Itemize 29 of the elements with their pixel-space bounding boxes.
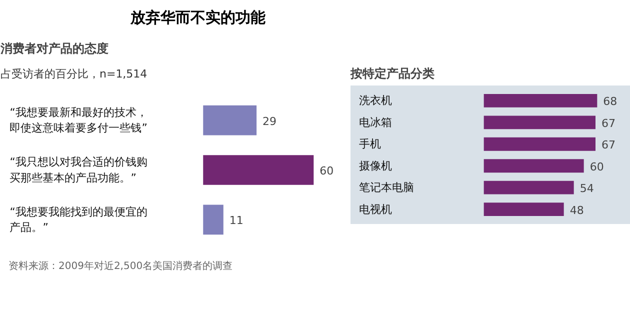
text: 放弃华而不实的功能 [130, 8, 266, 26]
data-label: 67 [602, 116, 616, 130]
bar [484, 159, 584, 173]
y-tick-label: 电冰箱 [358, 116, 392, 129]
data-label: 60 [320, 164, 334, 178]
text: 消费者对产品的态度 [0, 42, 108, 56]
y-tick-label: 手机 [358, 138, 381, 151]
bar [484, 137, 596, 151]
y-tick-label: 电视机 [358, 202, 392, 216]
y-tick-label: 笔记本电脑 [358, 181, 414, 194]
data-label: 48 [570, 204, 584, 217]
y-tick-label: “我想要我能找到的最便宜的产品。” [10, 205, 148, 234]
bar [484, 180, 574, 194]
y-tick-label: “我想要最新和最好的技术，即使这意味着要多付一些钱” [10, 106, 148, 135]
data-label: 29 [262, 114, 277, 128]
data-label: 11 [229, 214, 244, 228]
bar [484, 116, 596, 130]
bar [484, 94, 598, 108]
text: 资料来源：2009年对近2,500名美国消费者的调查 [8, 260, 233, 272]
bar [484, 202, 564, 216]
text: 占受访者的百分比，n=1,514 [0, 68, 148, 80]
y-tick-label: 摄像机 [358, 159, 392, 172]
chart-title: 按特定产品分类 [350, 66, 434, 80]
data-label: 60 [590, 160, 604, 174]
y-tick-label: 洗衣机 [358, 94, 392, 108]
data-label: 68 [603, 95, 618, 108]
data-label: 54 [580, 182, 594, 196]
y-tick-label: “我只想以对我合适的价钱购买那些基本的产品功能。” [10, 156, 148, 184]
data-label: 67 [602, 138, 616, 152]
